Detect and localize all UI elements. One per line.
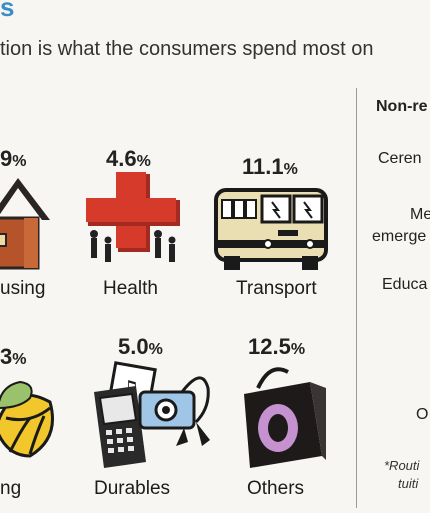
housing-value: 9 [0,146,13,171]
house-icon [0,178,50,270]
health-value: 4.6 [106,146,137,171]
side-footnote-1: *Routi [384,458,420,473]
others-value: 12.5 [248,334,291,359]
transport-percent: 11.1% [242,154,298,180]
section-heading: s [0,0,15,22]
durables-percent: 5.0% [118,334,163,360]
housing-unit: % [12,153,27,170]
durables-value: 5.0 [118,334,149,359]
side-item-3: emerge [372,228,427,245]
side-item-2: Me [410,206,430,223]
side-footnote-2: tuiti [398,476,419,491]
column-divider [356,88,357,508]
health-percent: 4.6% [106,146,151,172]
food-value: 3 [0,344,13,369]
transport-unit: % [283,161,298,178]
ball-icon [0,380,54,458]
others-label: Others [247,478,305,499]
side-item-4: Educa [382,276,428,293]
transport-value: 11.1 [242,154,284,179]
durables-label: Durables [94,478,171,499]
transport-label: Transport [236,278,317,299]
phone-camera-icon: ♫ [94,361,210,468]
health-label: Health [103,278,158,299]
shopping-bag-icon [244,367,326,468]
side-panel-title: Non-re [376,98,428,115]
health-unit: % [136,153,151,170]
housing-label: using [0,278,46,299]
section-subtitle: tion is what the consumers spend most on [0,38,374,60]
bus-icon [214,188,328,270]
housing-percent: 9% [0,146,26,172]
food-label: ng [0,478,22,499]
side-item-6: O [416,406,429,423]
durables-unit: % [148,341,163,358]
food-percent: 3% [0,344,26,370]
others-percent: 12.5% [248,334,305,360]
side-item-1: Ceren [378,150,422,167]
health-cross-icon [86,172,180,262]
others-unit: % [290,341,306,358]
food-unit: % [12,351,27,368]
